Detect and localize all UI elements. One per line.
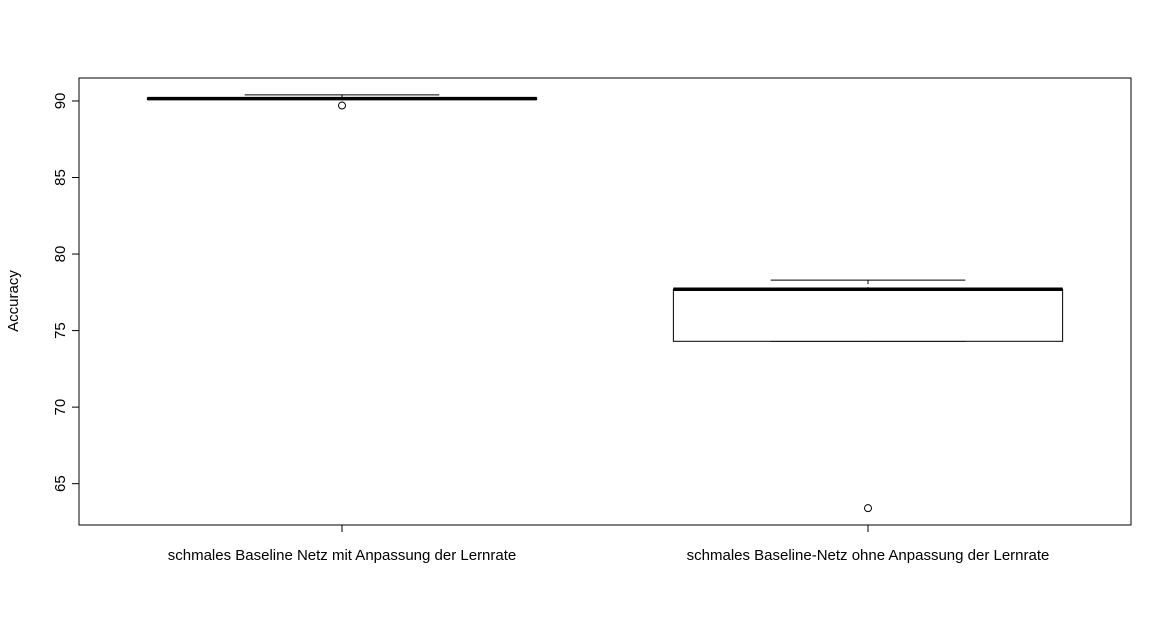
- outlier-point: [338, 101, 346, 110]
- y-tick-label: 90: [52, 93, 69, 110]
- y-tick-label: 85: [52, 169, 69, 186]
- y-axis: 65 70 75 80 85 90: [52, 93, 80, 492]
- box-group: [146, 94, 538, 110]
- box: [672, 288, 1064, 342]
- y-tick-label: 75: [52, 322, 69, 339]
- outlier-point: [864, 504, 872, 513]
- y-axis-label: Accuracy: [5, 270, 22, 332]
- x-axis: schmales Baseline Netz mit Anpassung der…: [168, 524, 1050, 564]
- y-tick-label: 80: [52, 246, 69, 263]
- y-tick-label: 70: [52, 399, 69, 416]
- x-tick-label: schmales Baseline Netz mit Anpassung der…: [168, 547, 517, 564]
- boxes: [146, 94, 1064, 513]
- box-group: [672, 279, 1064, 513]
- x-tick-label: schmales Baseline-Netz ohne Anpassung de…: [687, 547, 1050, 564]
- y-tick-label: 65: [52, 475, 69, 492]
